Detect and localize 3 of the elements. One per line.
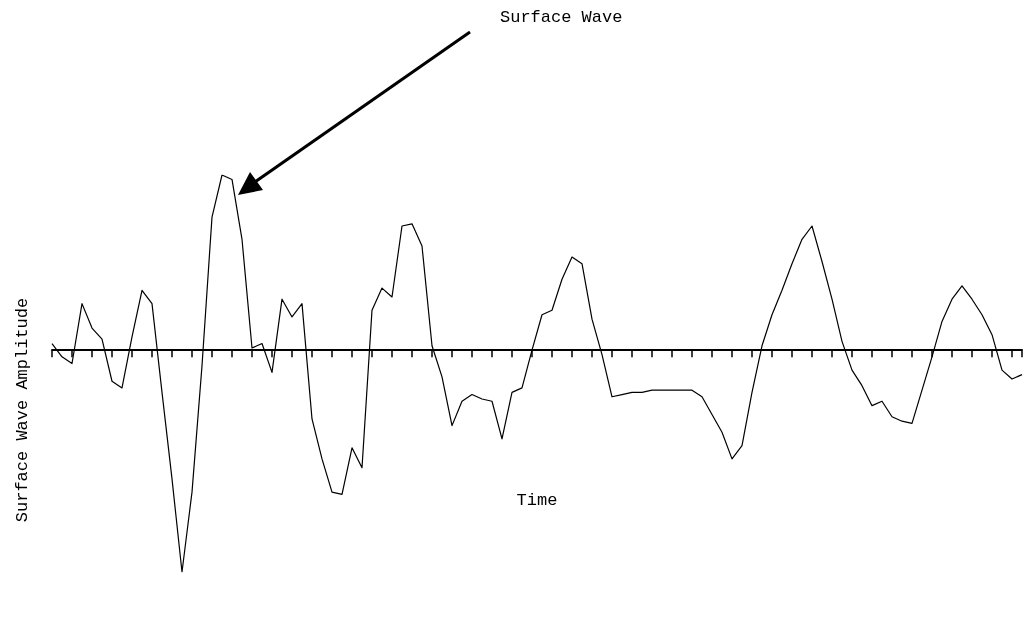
y-axis-title: Surface Wave Amplitude (12, 297, 32, 523)
text: Surface Wave (500, 8, 623, 27)
x-axis-title: Time (516, 491, 558, 510)
